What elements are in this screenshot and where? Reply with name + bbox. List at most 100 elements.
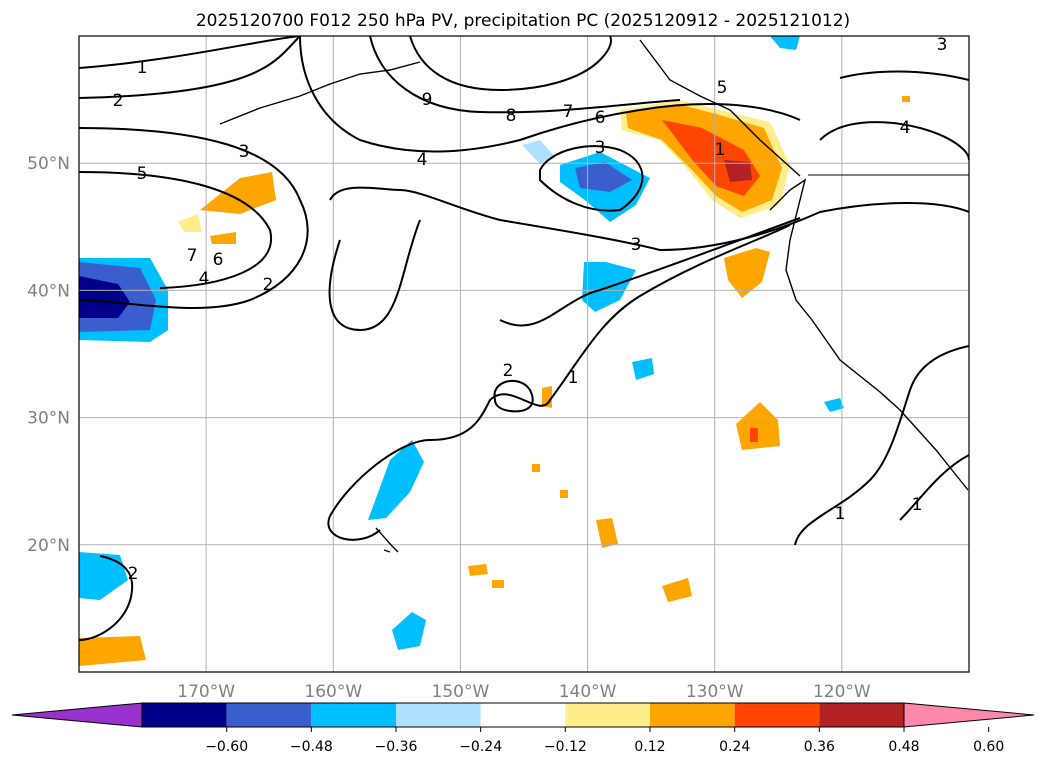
- colorbar-tick-label: 0.36: [804, 739, 835, 755]
- x-tick-label: 140°W: [559, 682, 617, 702]
- colorbar-segment: [142, 703, 227, 727]
- contour-label: 3: [595, 138, 606, 158]
- precip-neg-coast: [824, 398, 844, 412]
- colorbar-segment: [819, 703, 904, 727]
- colorbar-segment: [311, 703, 396, 727]
- y-tick-label: 20°N: [27, 536, 70, 556]
- contour-label: 4: [900, 118, 911, 138]
- colorbar: −0.60 −0.48 −0.36 −0.24 −0.12 0.12 0.24 0.36 0.4…: [11, 702, 1035, 755]
- contour-label: 3: [239, 142, 250, 162]
- contour-label: 1: [137, 58, 148, 78]
- precip-neg-14n: [392, 612, 426, 650]
- colorbar-extend-high: [903, 702, 1035, 728]
- colorbar-extend-low: [11, 702, 143, 728]
- contour-label: 8: [506, 106, 517, 126]
- pv-contour-1-sw: [79, 555, 134, 641]
- precip-pos-west-48n: [200, 172, 276, 214]
- pv-contour-3-gulf: [539, 145, 644, 212]
- colorbar-tick-label: −0.24: [459, 739, 502, 755]
- contour-label: 7: [563, 102, 574, 122]
- contour-label: 7: [187, 246, 198, 266]
- coastline-bc-alaska: [639, 39, 801, 177]
- contour-label: 1: [835, 504, 846, 524]
- colorbar-segment: [226, 703, 312, 727]
- pv-contour-2-coast: [899, 454, 969, 521]
- colorbar-tick-label: 0.48: [888, 739, 919, 755]
- x-tick-label: 160°W: [304, 682, 362, 702]
- contour-label: 5: [137, 164, 148, 184]
- pv-contour-1-north: [79, 36, 301, 69]
- contour-label: 5: [717, 78, 728, 98]
- pv-contours: [79, 36, 969, 641]
- pv-contour-2-loop: [328, 219, 421, 332]
- pv-contour-3-west: [79, 127, 309, 309]
- coastline-hawaii: [375, 527, 399, 553]
- colorbar-tick-label: 0.12: [634, 739, 665, 755]
- x-tick-label: 130°W: [686, 682, 744, 702]
- precip-neg-33n: [632, 358, 654, 380]
- colorbar-tick-label: −0.12: [544, 739, 587, 755]
- precip-pos-pnw-core: [724, 160, 752, 182]
- contour-label: 2: [263, 275, 274, 295]
- precip-pos-17n: [492, 580, 504, 588]
- contour-label: 4: [199, 269, 210, 289]
- precip-pos-18n: [468, 564, 488, 576]
- pv-contour-9: [409, 36, 612, 92]
- colorbar-segment: [480, 703, 566, 727]
- precip-neg-gulf-small: [522, 140, 556, 164]
- contour-label: 1: [715, 140, 726, 160]
- contour-label: 6: [213, 250, 224, 270]
- precip-pos-40n: [724, 248, 770, 298]
- colorbar-frame: [141, 702, 905, 728]
- contour-label: 1: [568, 368, 579, 388]
- precip-neg-24n: [368, 440, 424, 520]
- coastlines: [219, 39, 969, 553]
- pv-contour-4: [299, 36, 641, 153]
- contour-label: 6: [595, 108, 606, 128]
- contour-label: 9: [422, 90, 433, 110]
- precip-pos-29n: [736, 402, 780, 450]
- pv-contour-3-ne: [839, 70, 969, 81]
- colorbar-tick-label: 0.24: [719, 739, 750, 755]
- colorbar-segment: [565, 703, 650, 727]
- gridlines: [79, 36, 969, 672]
- precip-pos-west-small: [178, 214, 202, 232]
- colorbar-segment: [396, 703, 481, 727]
- x-tick-label: 120°W: [813, 682, 871, 702]
- precip-pos-21n: [596, 518, 618, 548]
- colorbar-tick-label: 0.60: [973, 739, 1004, 755]
- pv-contour-2-small: [493, 380, 534, 413]
- precip-neg-north: [770, 36, 800, 50]
- colorbar-tick-label: −0.48: [290, 739, 333, 755]
- pv-contour-2-east: [499, 217, 801, 327]
- precip-shading: [79, 36, 910, 666]
- precip-pos-west-small2: [210, 232, 236, 244]
- pv-contour-8: [369, 36, 681, 114]
- precip-neg-west-core: [79, 276, 130, 318]
- pv-contour-5-west: [79, 171, 273, 289]
- y-tick-label: 40°N: [27, 281, 70, 301]
- precip-pos-sw: [79, 636, 146, 666]
- contour-label: 2: [113, 91, 124, 111]
- coastline-west-america: [769, 178, 969, 491]
- y-tick-label: 30°N: [27, 409, 70, 429]
- pv-contour-1-hawaii: [327, 515, 381, 541]
- chart-title: 2025120700 F012 250 hPa PV, precipitatio…: [196, 11, 850, 31]
- coastline-aleutians: [219, 61, 421, 125]
- colorbar-segment: [650, 703, 735, 727]
- x-tick-label: 170°W: [177, 682, 235, 702]
- map-background: [79, 36, 969, 672]
- colorbar-segment: [734, 703, 820, 727]
- contour-label: 2: [503, 361, 514, 381]
- pv-contour-4-ne: [819, 121, 969, 161]
- precip-pos-26n: [532, 464, 540, 472]
- pv-contour-2-north: [79, 36, 301, 99]
- pv-contour-6: [639, 103, 801, 121]
- pv-contour-1-coast: [794, 345, 969, 546]
- precip-neg-gulf-core: [575, 162, 632, 192]
- x-tick-label: 150°W: [432, 682, 490, 702]
- precip-neg-17n: [79, 552, 128, 600]
